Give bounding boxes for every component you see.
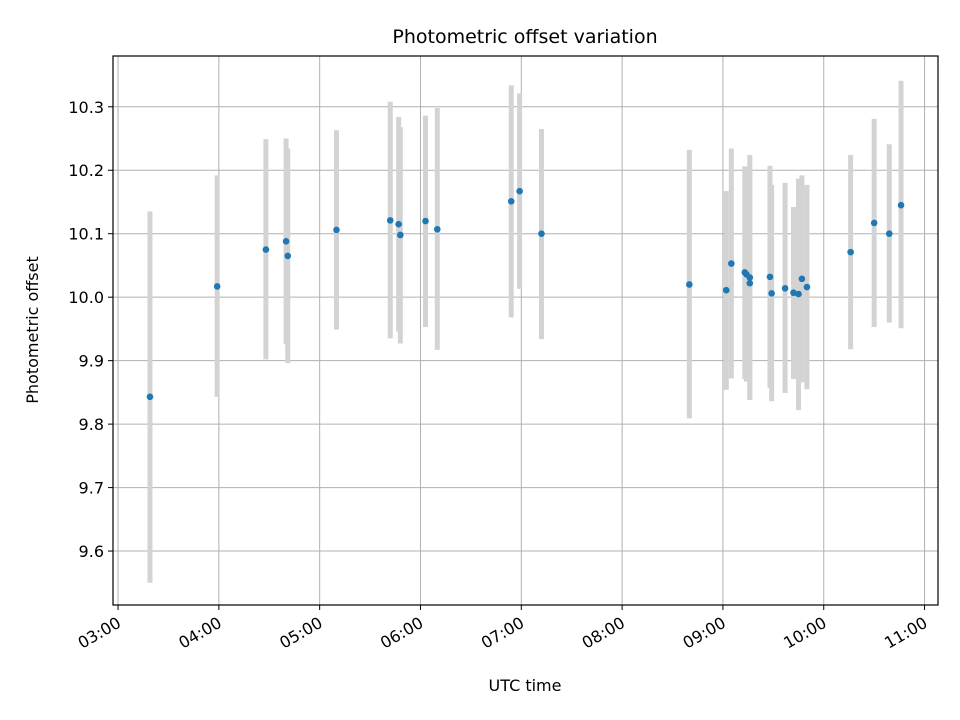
y-tick-label: 10.0 <box>68 288 104 307</box>
data-points <box>146 187 905 401</box>
y-tick-label: 9.9 <box>79 352 104 371</box>
data-point <box>795 290 802 298</box>
data-point <box>768 290 775 297</box>
y-tick-label: 10.2 <box>68 161 104 180</box>
data-point <box>766 273 774 281</box>
data-point <box>516 187 523 195</box>
data-point <box>397 231 404 239</box>
x-axis-ticks: 03:00 04:00 05:00 06:00 07:00 08:00 09:00 10:00… <box>75 605 931 653</box>
x-tick-label: 09:00 <box>679 613 728 653</box>
x-tick-label: 04:00 <box>175 613 224 653</box>
data-point <box>686 281 693 288</box>
data-point <box>847 248 854 256</box>
data-point <box>282 238 290 245</box>
y-axis-ticks: 9.6 9.7 9.8 9.9 10.0 10.1 10.2 10.3 <box>68 98 113 561</box>
data-point <box>395 220 402 228</box>
x-tick-label: 03:00 <box>75 613 124 653</box>
y-tick-label: 10.1 <box>68 225 104 244</box>
data-point <box>897 201 905 209</box>
data-point <box>803 283 811 291</box>
chart-title: Photometric offset variation <box>392 26 657 48</box>
x-tick-label: 08:00 <box>579 613 628 653</box>
data-point <box>386 217 394 224</box>
data-point <box>798 275 806 283</box>
y-tick-label: 9.6 <box>79 542 104 561</box>
data-point <box>213 283 221 290</box>
data-point <box>262 246 270 253</box>
y-tick-label: 9.7 <box>79 479 104 498</box>
data-point <box>885 230 893 238</box>
data-point <box>790 289 797 297</box>
plot-frame <box>112 55 939 606</box>
y-tick-label: 10.3 <box>68 98 104 117</box>
data-point <box>284 252 292 260</box>
data-point <box>728 260 735 267</box>
grid <box>113 56 938 605</box>
data-point <box>538 230 545 238</box>
data-point <box>333 226 340 234</box>
data-point <box>507 198 515 205</box>
data-point <box>422 217 429 225</box>
x-axis-label: UTC time <box>489 676 562 695</box>
x-tick-label: 06:00 <box>377 613 426 653</box>
y-tick-label: 9.8 <box>79 415 104 434</box>
y-axis-label: Photometric offset <box>23 256 42 404</box>
x-tick-label: 10:00 <box>780 613 829 653</box>
x-tick-label: 05:00 <box>276 613 325 653</box>
x-tick-label: 11:00 <box>881 613 930 653</box>
data-point <box>781 284 789 292</box>
data-point <box>870 219 878 227</box>
data-point <box>433 225 441 233</box>
data-point <box>722 286 730 294</box>
data-point <box>146 393 154 401</box>
x-tick-label: 07:00 <box>478 613 527 653</box>
data-point <box>746 274 754 281</box>
error-bars <box>147 80 904 583</box>
data-point <box>746 279 754 287</box>
